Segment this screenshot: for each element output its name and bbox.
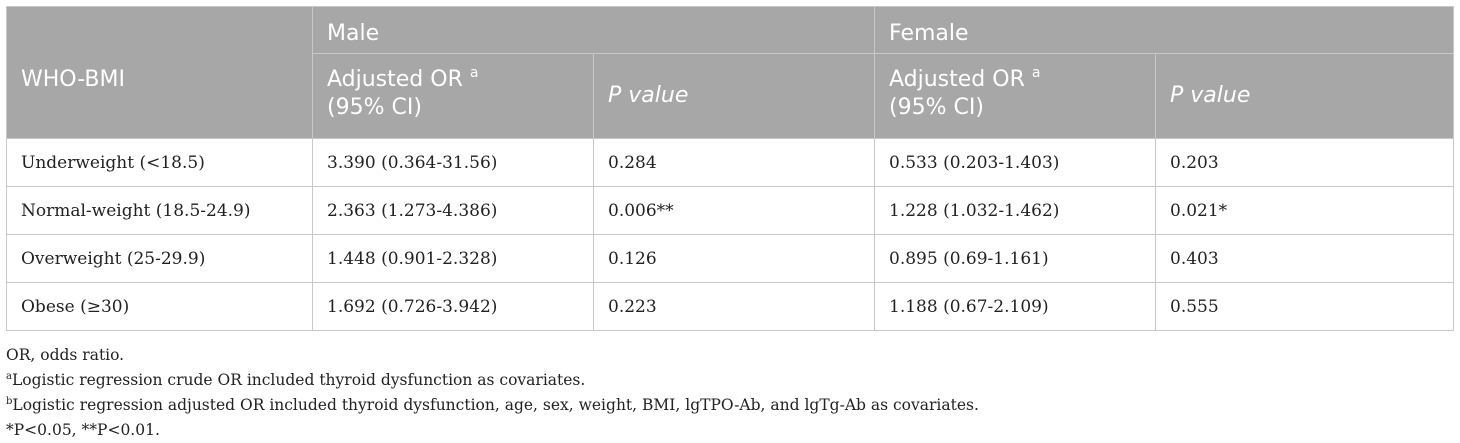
- or-sup: a: [1031, 65, 1041, 81]
- male-p-cell: 0.006**: [593, 186, 875, 235]
- footnote-b: bLogistic regression adjusted OR include…: [6, 393, 1453, 418]
- row-label: Overweight (25-29.9): [6, 234, 313, 283]
- footnote-significance: *P<0.05, **P<0.01.: [6, 421, 160, 439]
- male-p-cell: 0.223: [593, 282, 875, 331]
- female-or-cell: 0.533 (0.203-1.403): [874, 138, 1156, 187]
- female-or-cell: 0.895 (0.69-1.161): [874, 234, 1156, 283]
- footnote-b-text: Logistic regression adjusted OR included…: [12, 396, 979, 414]
- footnote-b-marker: b: [6, 396, 13, 407]
- col-header-male-p: P value: [593, 53, 875, 139]
- male-p-cell: 0.284: [593, 138, 875, 187]
- footnote-a: aLogistic regression crude OR included t…: [6, 368, 1453, 393]
- row-label: Obese (≥30): [6, 282, 313, 331]
- male-p-cell: 0.126: [593, 234, 875, 283]
- footnote-a-text: Logistic regression crude OR included th…: [11, 371, 586, 389]
- table-row: Overweight (25-29.9) 1.448 (0.901-2.328)…: [6, 234, 1455, 283]
- or-label: Adjusted OR: [327, 67, 463, 92]
- male-or-cell: 1.692 (0.726-3.942): [312, 282, 594, 331]
- row-label: Normal-weight (18.5-24.9): [6, 186, 313, 235]
- female-p-cell: 0.403: [1154, 234, 1455, 283]
- male-or-cell: 2.363 (1.273-4.386): [312, 186, 594, 235]
- footnote-abbrev: OR, odds ratio.: [6, 346, 125, 364]
- row-header-who-bmi: WHO-BMI: [6, 6, 313, 139]
- or-label: Adjusted OR: [889, 67, 1025, 92]
- female-p-cell: 0.555: [1154, 282, 1455, 331]
- table-row: Normal-weight (18.5-24.9) 2.363 (1.273-4…: [6, 186, 1455, 235]
- male-or-cell: 3.390 (0.364-31.56): [312, 138, 594, 187]
- footnotes: OR, odds ratio. aLogistic regression cru…: [6, 343, 1453, 443]
- group-header-male: Male: [312, 6, 875, 54]
- results-table: WHO-BMI Male Female Adjusted OR a (95% C…: [6, 6, 1455, 331]
- table-row: Underweight (<18.5) 3.390 (0.364-31.56) …: [6, 138, 1455, 187]
- col-header-female-p: P value: [1154, 53, 1455, 139]
- footnote-a-marker: a: [6, 371, 12, 382]
- female-or-cell: 1.188 (0.67-2.109): [874, 282, 1156, 331]
- table-container: WHO-BMI Male Female Adjusted OR a (95% C…: [6, 6, 1455, 443]
- col-header-female-or: Adjusted OR a (95% CI): [874, 53, 1156, 139]
- female-or-cell: 1.228 (1.032-1.462): [874, 186, 1156, 235]
- group-header-female: Female: [873, 6, 1455, 54]
- female-p-cell: 0.021*: [1154, 186, 1455, 235]
- male-or-cell: 1.448 (0.901-2.328): [312, 234, 594, 283]
- table-row: Obese (≥30) 1.692 (0.726-3.942) 0.223 1.…: [6, 282, 1455, 331]
- female-p-cell: 0.203: [1154, 138, 1455, 187]
- row-label: Underweight (<18.5): [6, 138, 313, 187]
- ci-label: (95% CI): [889, 95, 984, 120]
- or-sup: a: [469, 65, 479, 81]
- col-header-male-or: Adjusted OR a (95% CI): [312, 53, 594, 139]
- ci-label: (95% CI): [327, 95, 422, 120]
